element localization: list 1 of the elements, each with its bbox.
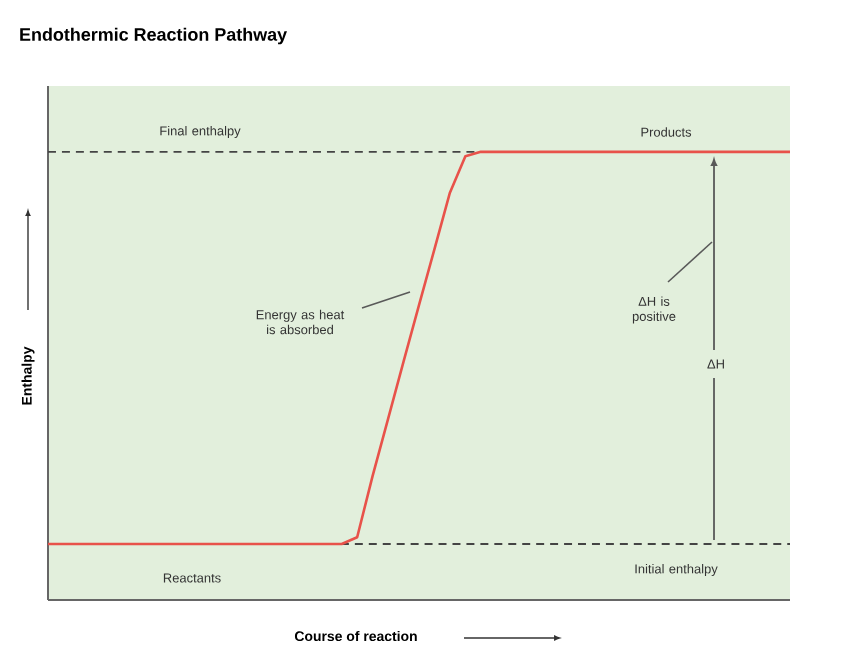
chart-title: Endothermic Reaction Pathway [20, 27, 287, 45]
